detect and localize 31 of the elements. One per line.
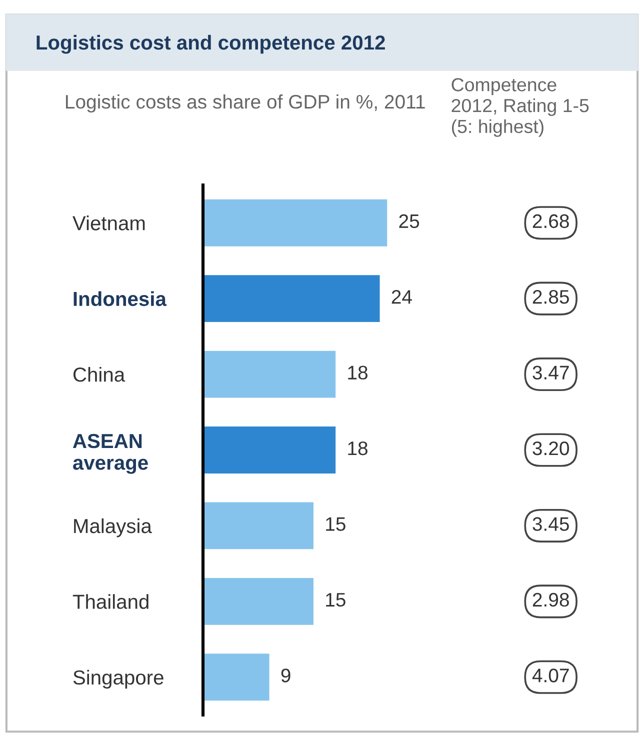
y-tick-label: Thailand — [72, 594, 148, 609]
text: 2.68 — [532, 214, 569, 228]
bar — [203, 275, 380, 322]
bar — [203, 578, 314, 625]
bar — [203, 502, 314, 550]
data-label: 9 — [281, 668, 290, 682]
y-tick-label: Indonesia — [74, 291, 167, 306]
bar — [203, 350, 336, 398]
bar — [203, 654, 270, 701]
text: 3.20 — [532, 441, 570, 456]
text: 2.98 — [532, 592, 569, 607]
bar — [203, 199, 388, 246]
y-tick-label: ASEAN average — [72, 434, 148, 474]
data-label: 15 — [326, 593, 346, 607]
bar — [203, 426, 336, 474]
y-tick-label: Singapore — [73, 670, 164, 689]
y-tick-label: China — [73, 366, 126, 382]
data-label: 18 — [348, 441, 368, 456]
chart-subtitle: Logistic costs as share of GDP in %, 2011 — [66, 94, 425, 113]
y-tick-label: Malaysia — [74, 518, 152, 538]
text: Competence 2012, Rating 1-5 (5: highest) — [452, 78, 589, 137]
data-label: 18 — [348, 366, 368, 380]
text: 3.47 — [532, 366, 569, 380]
data-label: 25 — [399, 214, 420, 228]
data-label: 15 — [326, 517, 346, 531]
text: 2.85 — [532, 290, 569, 304]
data-label: 24 — [392, 290, 412, 304]
y-tick-label: Vietnam — [72, 216, 145, 230]
text: 4.07 — [532, 668, 569, 682]
chart-title: Logistics cost and competence 2012 — [36, 34, 385, 54]
text: 3.45 — [532, 517, 569, 531]
